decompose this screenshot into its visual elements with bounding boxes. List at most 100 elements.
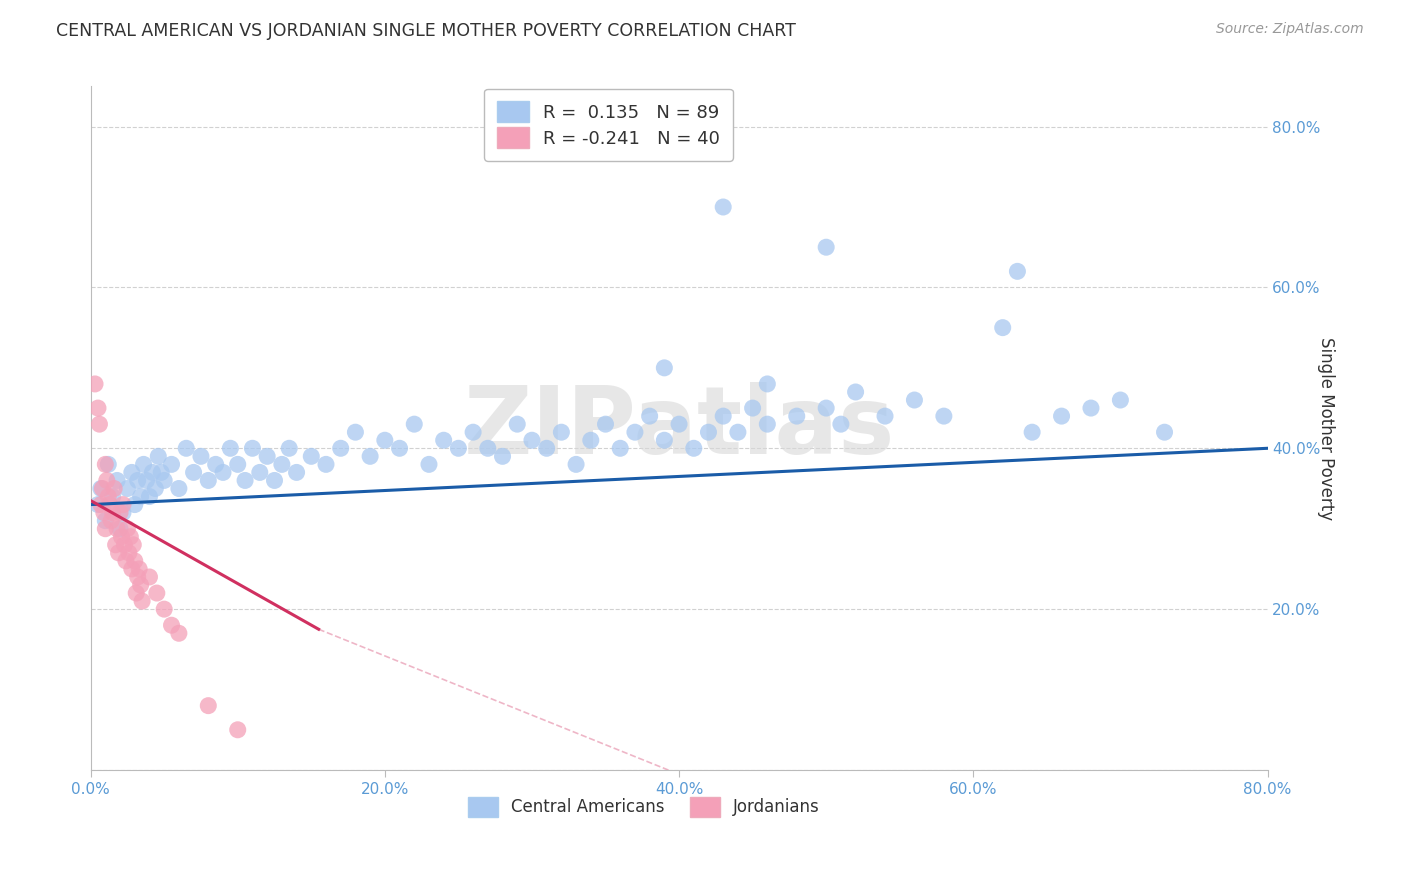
Point <box>256 450 278 464</box>
Text: CENTRAL AMERICAN VS JORDANIAN SINGLE MOTHER POVERTY CORRELATION CHART: CENTRAL AMERICAN VS JORDANIAN SINGLE MOT… <box>56 22 796 40</box>
Point <box>536 442 558 456</box>
Point <box>242 442 264 456</box>
Point <box>1007 264 1029 278</box>
Point <box>756 417 779 432</box>
Point <box>93 506 115 520</box>
Point <box>127 474 149 488</box>
Point <box>932 409 955 423</box>
Point <box>107 546 129 560</box>
Point <box>96 474 118 488</box>
Point <box>111 506 134 520</box>
Point <box>153 474 176 488</box>
Point <box>263 474 285 488</box>
Point <box>477 442 499 456</box>
Point <box>125 586 148 600</box>
Point <box>135 474 157 488</box>
Point <box>638 409 661 423</box>
Point <box>127 570 149 584</box>
Point <box>233 474 256 488</box>
Point <box>278 442 301 456</box>
Point <box>374 434 396 448</box>
Point <box>249 466 271 480</box>
Point <box>697 425 720 440</box>
Y-axis label: Single Mother Poverty: Single Mother Poverty <box>1317 336 1334 520</box>
Point <box>104 538 127 552</box>
Point <box>1021 425 1043 440</box>
Point <box>110 530 132 544</box>
Point <box>815 401 838 415</box>
Point <box>111 498 134 512</box>
Point <box>565 458 588 472</box>
Point <box>100 514 122 528</box>
Point <box>433 434 456 448</box>
Point <box>90 498 112 512</box>
Point <box>105 474 128 488</box>
Point <box>226 723 249 737</box>
Point <box>270 458 292 472</box>
Point <box>447 442 470 456</box>
Point <box>160 458 183 472</box>
Point <box>94 458 117 472</box>
Point <box>756 376 779 391</box>
Point <box>121 466 143 480</box>
Point <box>204 458 226 472</box>
Point <box>299 450 322 464</box>
Point <box>315 458 337 472</box>
Point <box>682 442 704 456</box>
Point <box>579 434 602 448</box>
Point <box>815 240 838 254</box>
Point <box>160 618 183 632</box>
Point <box>219 442 242 456</box>
Point <box>141 466 163 480</box>
Point <box>1109 392 1132 407</box>
Point <box>121 562 143 576</box>
Point <box>117 482 139 496</box>
Point <box>190 450 212 464</box>
Point <box>461 425 484 440</box>
Point <box>143 482 166 496</box>
Point <box>124 498 146 512</box>
Point <box>148 450 170 464</box>
Point <box>711 409 734 423</box>
Point <box>129 490 152 504</box>
Point <box>520 434 543 448</box>
Point <box>167 626 190 640</box>
Point <box>167 482 190 496</box>
Point <box>89 417 111 432</box>
Point <box>138 570 160 584</box>
Point <box>97 458 120 472</box>
Point <box>595 417 617 432</box>
Point <box>359 450 381 464</box>
Point <box>150 466 173 480</box>
Point <box>101 506 124 520</box>
Point <box>108 522 131 536</box>
Point <box>98 498 121 512</box>
Point <box>786 409 808 423</box>
Point <box>87 498 110 512</box>
Point <box>991 320 1014 334</box>
Point <box>285 466 308 480</box>
Point <box>741 401 763 415</box>
Point <box>183 466 205 480</box>
Point <box>101 490 124 504</box>
Point <box>84 376 107 391</box>
Point <box>90 482 112 496</box>
Point <box>94 514 117 528</box>
Point <box>873 409 896 423</box>
Point <box>128 562 150 576</box>
Point <box>153 602 176 616</box>
Point <box>226 458 249 472</box>
Point <box>654 434 676 448</box>
Text: Source: ZipAtlas.com: Source: ZipAtlas.com <box>1216 22 1364 37</box>
Point <box>117 522 139 536</box>
Point <box>418 458 440 472</box>
Point <box>624 425 647 440</box>
Point <box>120 530 142 544</box>
Point <box>94 522 117 536</box>
Point <box>654 360 676 375</box>
Point <box>138 490 160 504</box>
Point <box>91 482 114 496</box>
Point <box>491 450 513 464</box>
Point <box>174 442 197 456</box>
Point <box>122 538 145 552</box>
